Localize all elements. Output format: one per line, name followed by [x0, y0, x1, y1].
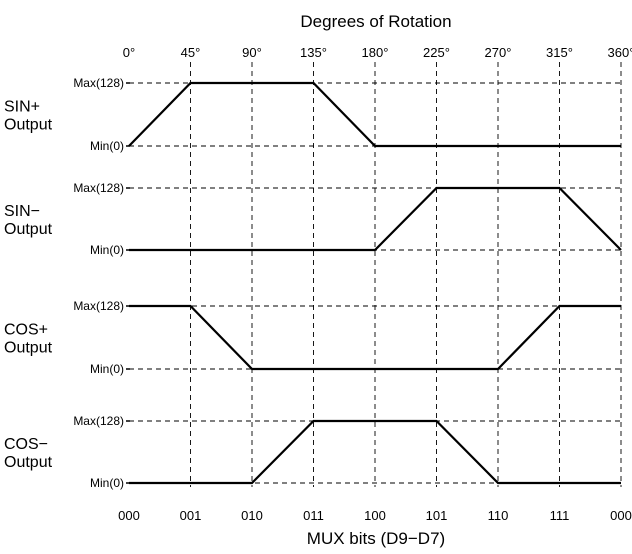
degree-tick-label: 315° — [546, 45, 573, 60]
signal-name-label: COS+ — [4, 322, 48, 339]
signal-name-label-2: Output — [4, 454, 53, 471]
mux-tick-label: 001 — [180, 508, 202, 523]
degree-tick-labels: 0° 45° 90° 135° 180° 225° 270° 315° 360° — [123, 45, 632, 60]
grid-lines — [190, 62, 622, 487]
signal-name-label: SIN+ — [4, 99, 40, 116]
signal-panels: Max(128)Min(0)SIN+OutputMax(128)Min(0)SI… — [4, 76, 622, 490]
max-level-label: Max(128) — [73, 299, 124, 313]
degree-tick-label: 90° — [242, 45, 262, 60]
min-level-label: Min(0) — [90, 243, 124, 257]
signal-panel: Max(128) Min(0) COS−Output — [4, 414, 621, 490]
waveform-line — [129, 186, 622, 252]
signal-name-label: COS− — [4, 436, 48, 453]
mux-tick-label: 011 — [303, 508, 324, 523]
signal-panel: Max(128) Min(0) SIN+Output — [4, 76, 621, 153]
max-level-label: Max(128) — [73, 414, 124, 428]
degree-tick-label: 270° — [485, 45, 512, 60]
min-level-label: Min(0) — [90, 139, 124, 153]
degree-tick-label: 45° — [181, 45, 201, 60]
signal-name-label-2: Output — [4, 340, 53, 357]
degree-tick-label: 0° — [123, 45, 135, 60]
waveform-line — [129, 304, 621, 371]
signal-name-label: SIN− — [4, 203, 40, 220]
signal-panel: Max(128) Min(0) SIN−Output — [4, 181, 622, 257]
mux-tick-label: 111 — [550, 508, 570, 523]
degree-tick-label: 135° — [300, 45, 327, 60]
signal-name-label-2: Output — [4, 221, 53, 238]
degree-tick-label: 225° — [423, 45, 450, 60]
max-level-label: Max(128) — [73, 181, 124, 195]
waveform-line — [128, 81, 621, 148]
signal-name-label-2: Output — [4, 117, 53, 134]
mux-tick-label: 100 — [364, 508, 386, 523]
degree-tick-label: 180° — [362, 45, 389, 60]
mux-axis-title: MUX bits (D9−D7) — [307, 529, 445, 548]
waveform-line — [129, 419, 621, 485]
mux-tick-label: 010 — [241, 508, 263, 523]
degree-tick-label: 360° — [608, 45, 632, 60]
mux-tick-label: 110 — [488, 508, 509, 523]
min-level-label: Min(0) — [90, 362, 124, 376]
diagram-title: Degrees of Rotation — [300, 12, 451, 31]
mux-tick-label: 101 — [426, 508, 448, 523]
max-level-label: Max(128) — [73, 76, 124, 90]
signal-panel: Max(128) Min(0) COS+Output — [4, 299, 621, 376]
mux-tick-label: 000 — [610, 508, 632, 523]
min-level-label: Min(0) — [90, 476, 124, 490]
mux-tick-labels: 000 001 010 011 100 101 110 111 000 — [118, 508, 632, 523]
mux-tick-label: 000 — [118, 508, 140, 523]
